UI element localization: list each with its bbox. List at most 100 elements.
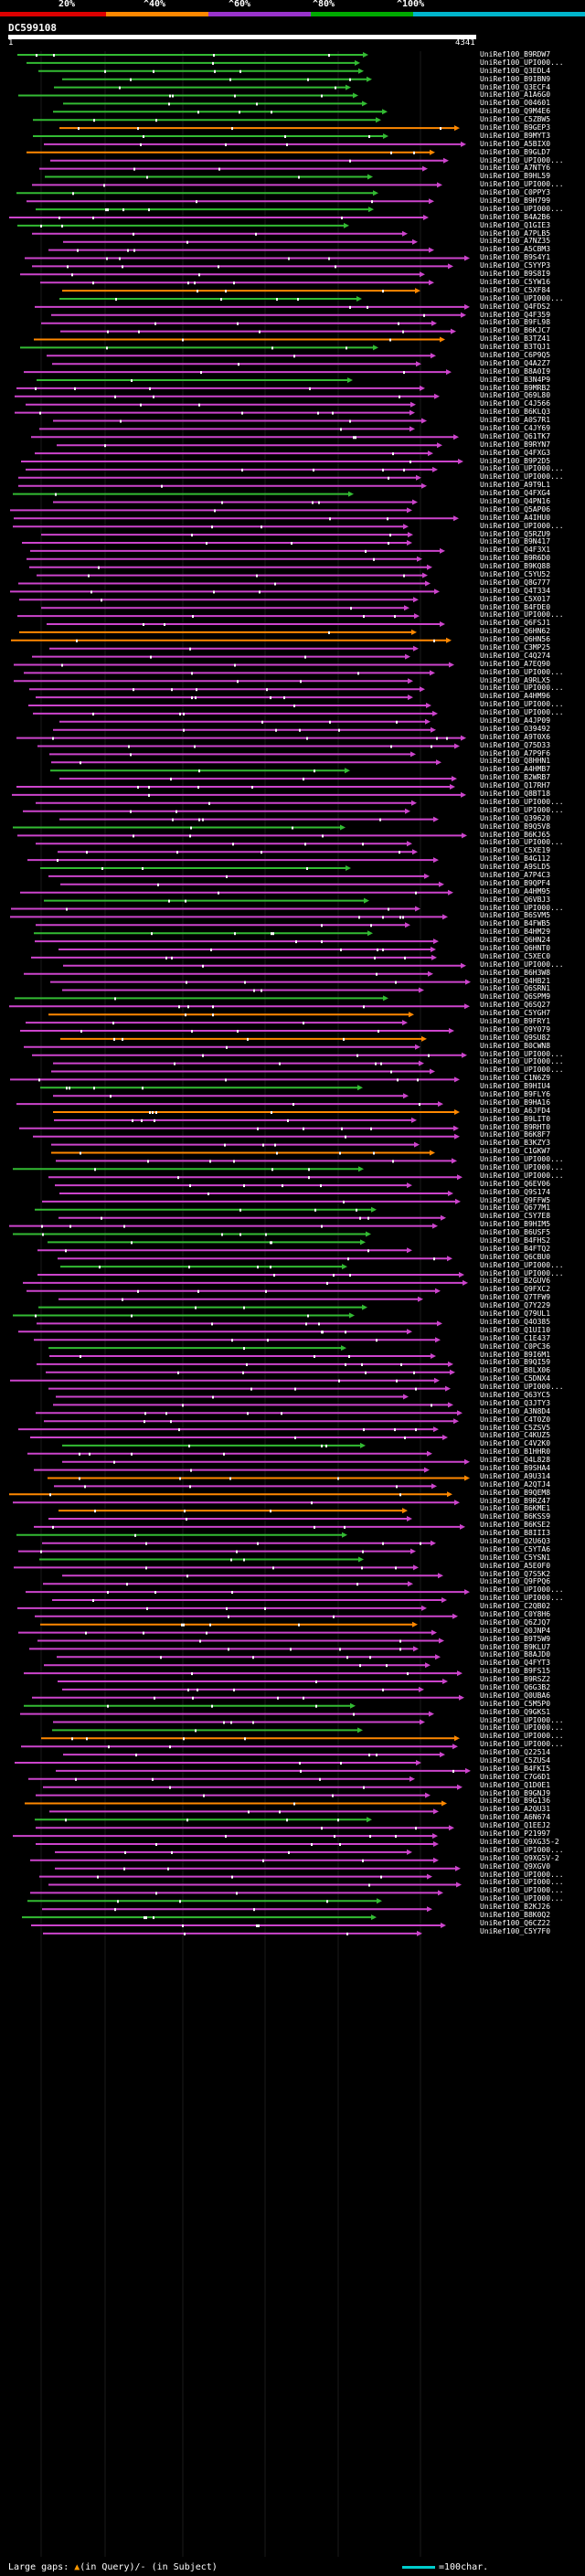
hit-label[interactable]: UniRef100_B9KLU7 [480, 1643, 551, 1651]
hit-label[interactable]: UniRef100_UPI000... [480, 904, 564, 912]
hit-label[interactable]: UniRef100_Q6EV06 [480, 1180, 551, 1188]
hit-label[interactable]: UniRef100_B9MYT3 [480, 132, 551, 140]
hit-label[interactable]: UniRef100_C4KUZ5 [480, 1432, 551, 1440]
hit-label[interactable]: UniRef100_C4JY69 [480, 424, 551, 432]
hit-label[interactable]: UniRef100_Q4FXG3 [480, 449, 551, 457]
hit-label[interactable]: UniRef100_B4FHS2 [480, 1237, 551, 1246]
hit-label[interactable]: UniRef100_A9SLD5 [480, 864, 551, 872]
hit-label[interactable]: UniRef100_Q7Y229 [480, 1302, 551, 1310]
hit-label[interactable]: UniRef100_Q9XGV0 [480, 1862, 551, 1871]
hit-label[interactable]: UniRef100_Q3JTY3 [480, 1399, 551, 1407]
hit-label[interactable]: UniRef100_B8LX06 [480, 1367, 551, 1375]
hit-label[interactable]: UniRef100_B9FLY6 [480, 1091, 551, 1098]
hit-label[interactable]: UniRef100_B9MRB2 [480, 384, 551, 392]
hit-label[interactable]: UniRef100_Q1UI10 [480, 1326, 551, 1334]
hit-label[interactable]: UniRef100_UPI000... [480, 1887, 564, 1895]
hit-label[interactable]: UniRef100_Q6CZ22 [480, 1919, 551, 1927]
hit-label[interactable]: UniRef100_A0S7R1 [480, 417, 551, 425]
hit-label[interactable]: UniRef100_B9HIM5 [480, 1221, 551, 1229]
hit-label[interactable]: UniRef100_B4FDE0 [480, 603, 551, 611]
hit-label[interactable]: UniRef100_Q2U6Q3 [480, 1537, 551, 1545]
hit-label[interactable]: UniRef100_UPI000... [480, 806, 564, 814]
hit-label[interactable]: UniRef100_B6KME1 [480, 1505, 551, 1513]
hit-label[interactable]: UniRef100_Q22514 [480, 1749, 551, 1757]
hit-label[interactable]: UniRef100_Q1D0E1 [480, 1781, 551, 1789]
hit-label[interactable]: UniRef100_Q4A2Z7 [480, 359, 551, 367]
hit-label[interactable]: UniRef100_C3MP25 [480, 644, 551, 652]
hit-label[interactable]: UniRef100_B9LIT0 [480, 1115, 551, 1123]
hit-label[interactable]: UniRef100_Q3ECF4 [480, 83, 551, 91]
hit-label[interactable]: UniRef100_C5YYP3 [480, 262, 551, 270]
hit-label[interactable]: UniRef100_Q6G3B2 [480, 1684, 551, 1692]
hit-label[interactable]: UniRef100_A9RLX5 [480, 676, 551, 684]
hit-label[interactable]: UniRef100_Q61TK7 [480, 432, 551, 440]
hit-label[interactable]: UniRef100_B6SVM5 [480, 912, 551, 920]
hit-label[interactable]: UniRef100_A9T9L1 [480, 482, 551, 490]
hit-label[interactable]: UniRef100_UPI000... [480, 1058, 564, 1066]
hit-label[interactable]: UniRef100_C0PC36 [480, 1342, 551, 1351]
hit-label[interactable]: UniRef100_B9HIU4 [480, 1083, 551, 1091]
hit-label[interactable]: UniRef100_B3KZY3 [480, 1140, 551, 1148]
hit-label[interactable]: UniRef100_A7P9F6 [480, 749, 551, 758]
hit-label[interactable]: UniRef100_A7EQ90 [480, 660, 551, 668]
hit-label[interactable]: UniRef100_UPI000... [480, 1586, 564, 1595]
hit-label[interactable]: UniRef100_B9HL59 [480, 173, 551, 181]
hit-label[interactable]: UniRef100_C1E437 [480, 1334, 551, 1342]
hit-label[interactable]: UniRef100_Q9FPQ6 [480, 1578, 551, 1586]
hit-label[interactable]: UniRef100_Q63YC5 [480, 1391, 551, 1399]
hit-label[interactable]: UniRef100_B9Q5V8 [480, 822, 551, 831]
hit-label[interactable]: UniRef100_Q6CBU0 [480, 1253, 551, 1261]
hit-label[interactable]: UniRef100_C1GKW7 [480, 1148, 551, 1156]
hit-label[interactable]: UniRef100_B0CWN8 [480, 1042, 551, 1050]
hit-label[interactable]: UniRef100_B4FKI5 [480, 1765, 551, 1773]
hit-label[interactable]: UniRef100_Q6HN62 [480, 628, 551, 636]
hit-label[interactable]: UniRef100_Q5AP06 [480, 505, 551, 514]
hit-label[interactable]: UniRef100_B6USF5 [480, 1229, 551, 1237]
hit-label[interactable]: UniRef100_Q9SU82 [480, 1034, 551, 1042]
hit-label[interactable]: UniRef100_UPI000... [480, 1383, 564, 1392]
hit-label[interactable]: UniRef100_B9P2D5 [480, 457, 551, 465]
hit-label[interactable]: UniRef100_B3TQJ1 [480, 344, 551, 352]
hit-label[interactable]: UniRef100_A7P4C3 [480, 871, 551, 879]
hit-label[interactable]: UniRef100_A3N8D4 [480, 1407, 551, 1415]
hit-label[interactable]: UniRef100_UPI000... [480, 1895, 564, 1903]
hit-label[interactable]: UniRef100_B6KJC7 [480, 327, 551, 335]
hit-label[interactable]: UniRef100_B4FWB5 [480, 920, 551, 928]
hit-label[interactable]: UniRef100_B9RSZ2 [480, 1676, 551, 1684]
hit-label[interactable]: UniRef100_Q8G777 [480, 578, 551, 587]
hit-label[interactable]: UniRef100_Q8HHN1 [480, 758, 551, 766]
hit-label[interactable]: UniRef100_B9SHA4 [480, 1464, 551, 1472]
hit-label[interactable]: UniRef100_Q9GKS1 [480, 1708, 551, 1716]
hit-label[interactable]: UniRef100_B9T5W9 [480, 1635, 551, 1643]
hit-label[interactable]: UniRef100_Q6SRN1 [480, 985, 551, 993]
hit-label[interactable]: UniRef100_UPI000... [480, 1724, 564, 1733]
hit-label[interactable]: UniRef100_P21997 [480, 1830, 551, 1839]
hit-label[interactable]: UniRef100_O04601 [480, 100, 551, 108]
hit-label[interactable]: UniRef100_UPI000... [480, 1716, 564, 1724]
hit-label[interactable]: UniRef100_B9N417 [480, 538, 551, 546]
hit-label[interactable]: UniRef100_Q4FYT3 [480, 1659, 551, 1668]
hit-label[interactable]: UniRef100_B9H799 [480, 197, 551, 206]
hit-label[interactable]: UniRef100_B9S4Y1 [480, 254, 551, 262]
hit-label[interactable]: UniRef100_A4HMB7 [480, 766, 551, 774]
hit-label[interactable]: UniRef100_B6KLQ3 [480, 408, 551, 417]
hit-label[interactable]: UniRef100_Q3EDL4 [480, 67, 551, 75]
hit-label[interactable]: UniRef100_B9R6D0 [480, 555, 551, 563]
hit-label[interactable]: UniRef100_C5YW16 [480, 278, 551, 286]
hit-label[interactable]: UniRef100_Q9S174 [480, 1188, 551, 1196]
hit-label[interactable]: UniRef100_A7NZ35 [480, 238, 551, 246]
hit-label[interactable]: UniRef100_Q0UBA6 [480, 1691, 551, 1700]
hit-label[interactable]: UniRef100_Q6HN56 [480, 636, 551, 644]
hit-label[interactable]: UniRef100_C4J566 [480, 400, 551, 408]
hit-label[interactable]: UniRef100_Q7S5K2 [480, 1570, 551, 1578]
hit-label[interactable]: UniRef100_Q79UL1 [480, 1310, 551, 1319]
hit-label[interactable]: UniRef100_Q4FDS2 [480, 302, 551, 311]
hit-label[interactable]: UniRef100_C5X017 [480, 595, 551, 603]
hit-label[interactable]: UniRef100_UPI000... [480, 684, 564, 693]
hit-label[interactable]: UniRef100_Q1EEJ2 [480, 1822, 551, 1830]
hit-label[interactable]: UniRef100_C5ZBW5 [480, 116, 551, 124]
hit-label[interactable]: UniRef100_C5Y7F0 [480, 1927, 551, 1935]
hit-label[interactable]: UniRef100_B9GEP3 [480, 124, 551, 133]
hit-label[interactable]: UniRef100_B9IBN9 [480, 75, 551, 83]
hit-label[interactable]: UniRef100_B9QI59 [480, 1359, 551, 1367]
